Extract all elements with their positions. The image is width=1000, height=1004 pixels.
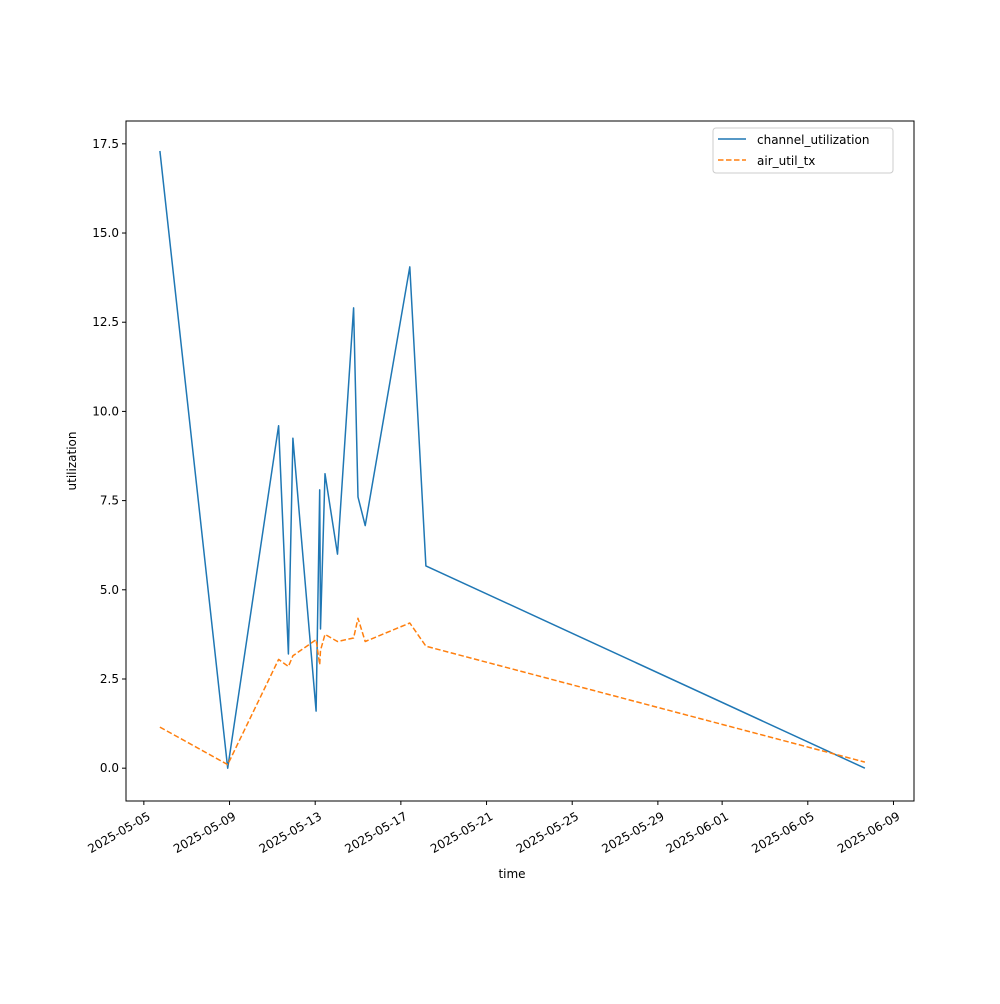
y-tick-label: 17.5: [92, 137, 119, 151]
x-tick-label: 2025-05-05: [85, 809, 152, 856]
x-tick-label: 2025-05-17: [342, 809, 409, 856]
plot-area: [126, 121, 914, 801]
y-tick-label: 2.5: [100, 672, 119, 686]
y-tick-label: 15.0: [92, 226, 119, 240]
x-tick-label: 2025-06-09: [835, 809, 902, 856]
legend-label-air-util-tx: air_util_tx: [757, 154, 815, 168]
y-tick-label: 5.0: [100, 583, 119, 597]
y-tick-label: 12.5: [92, 315, 119, 329]
y-tick-label: 7.5: [100, 494, 119, 508]
y-tick-label: 10.0: [92, 404, 119, 418]
legend: channel_utilization air_util_tx: [713, 128, 893, 173]
y-axis-label: utilization: [65, 432, 79, 491]
x-tick-label: 2025-05-09: [171, 809, 238, 856]
x-tick-label: 2025-06-01: [664, 809, 731, 856]
x-tick-label: 2025-05-13: [257, 809, 324, 856]
x-tick-label: 2025-05-29: [599, 809, 666, 856]
x-axis-label: time: [498, 867, 525, 881]
x-tick-label: 2025-05-21: [428, 809, 495, 856]
x-tick-label: 2025-05-25: [514, 809, 581, 856]
y-tick-label: 0.0: [100, 761, 119, 775]
legend-label-channel-utilization: channel_utilization: [757, 133, 869, 147]
x-tick-label: 2025-06-05: [749, 809, 816, 856]
